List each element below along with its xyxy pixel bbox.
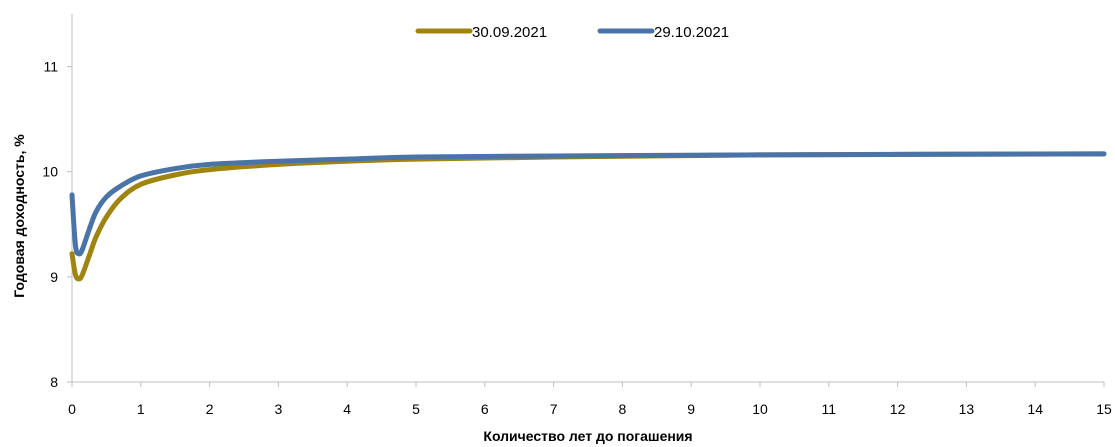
series-line-1 — [69, 151, 1107, 282]
y-tick-label: 11 — [43, 59, 58, 75]
x-tick-label: 14 — [1027, 401, 1043, 417]
x-tick-label: 1 — [137, 401, 145, 417]
x-tick-label: 6 — [481, 401, 489, 417]
x-tick-label: 11 — [822, 401, 837, 417]
x-tick-label: 4 — [343, 401, 351, 417]
axes — [71, 14, 1104, 383]
x-tick-label: 12 — [890, 401, 906, 417]
series-lines — [69, 151, 1107, 282]
legend: 30.09.2021 29.10.2021 — [415, 24, 729, 41]
x-tick-label: 13 — [959, 401, 975, 417]
x-tick-label: 15 — [1096, 401, 1112, 417]
x-tick-label: 7 — [550, 401, 558, 417]
y-tick-label: 9 — [50, 269, 58, 285]
x-tick-label: 0 — [68, 401, 76, 417]
x-axis-title: Количество лет до погашения — [483, 428, 692, 444]
y-tick-label: 8 — [50, 374, 58, 390]
legend-label-1: 30.09.2021 — [472, 24, 547, 41]
x-tick-label: 9 — [687, 401, 695, 417]
x-tick-label: 5 — [412, 401, 420, 417]
y-tick-label: 10 — [42, 164, 58, 180]
x-tick-labels: 0 1 2 3 4 5 6 7 8 9 10 11 12 13 14 15 — [68, 382, 1112, 417]
x-tick-label: 3 — [275, 401, 283, 417]
legend-label-2: 29.10.2021 — [654, 24, 729, 41]
x-tick-label: 2 — [206, 401, 214, 417]
series-line-2 — [69, 151, 1107, 257]
y-tick-labels: 8 9 10 11 — [42, 59, 72, 390]
x-tick-label: 8 — [619, 401, 627, 417]
x-tick-label: 10 — [752, 401, 768, 417]
y-axis-title: Годовая доходность, % — [11, 134, 27, 298]
